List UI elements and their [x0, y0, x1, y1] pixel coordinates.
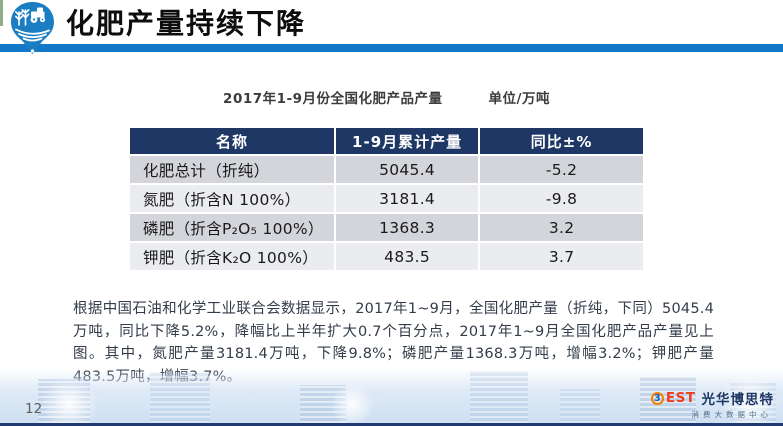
fertilizer-production-table: 名称 1-9月累计产量 同比±% 化肥总计（折纯） 5045.4 -5.2 氮肥… — [128, 126, 645, 272]
logo-subtitle: 消费大数据中心 — [691, 410, 772, 419]
table-header-row: 名称 1-9月累计产量 同比±% — [128, 126, 645, 156]
cityscape-background — [0, 369, 783, 423]
farm-pin-brand-icon — [8, 1, 57, 56]
cell-name: 钾肥（折含K₂O 100%） — [128, 241, 336, 272]
cell-name: 磷肥（折含P₂O₅ 100%） — [128, 212, 336, 243]
column-header-production: 1-9月累计产量 — [333, 126, 481, 156]
cell-production: 5045.4 — [333, 154, 481, 185]
logo-brand-name: 光华博思特 — [701, 392, 774, 408]
cell-yoy: 3.7 — [478, 241, 645, 272]
cell-yoy: -5.2 — [478, 154, 645, 185]
table-caption-row: 2017年1-9月份全国化肥产品产量 单位/万吨 — [128, 87, 645, 107]
cell-yoy: 3.2 — [478, 212, 645, 243]
cell-name: 氮肥（折含N 100%） — [128, 183, 336, 214]
cell-name: 化肥总计（折纯） — [128, 154, 336, 185]
cell-production: 483.5 — [333, 241, 481, 272]
column-header-yoy: 同比±% — [478, 126, 645, 156]
logo-est-text: EST — [665, 390, 696, 406]
bottom-divider-bar — [0, 423, 783, 426]
table-row: 钾肥（折含K₂O 100%） 483.5 3.7 — [128, 241, 645, 272]
edge-accent-strip — [0, 0, 3, 26]
header-divider-bar — [0, 44, 783, 52]
slide-title: 化肥产量持续下降 — [66, 7, 307, 40]
cell-yoy: -9.8 — [478, 183, 645, 214]
cell-production: 3181.4 — [333, 183, 481, 214]
table-row: 化肥总计（折纯） 5045.4 -5.2 — [128, 154, 645, 185]
page-number: 12 — [25, 401, 43, 417]
column-header-name: 名称 — [128, 126, 336, 156]
cell-production: 1368.3 — [333, 212, 481, 243]
logo-badge-icon: 3 — [650, 391, 664, 405]
table-row: 磷肥（折含P₂O₅ 100%） 1368.3 3.2 — [128, 212, 645, 243]
best-brand-logo: 3 EST 光华博思特 消费大数据中心 — [650, 388, 774, 420]
table-caption: 2017年1-9月份全国化肥产品产量 — [223, 91, 443, 107]
table-unit-label: 单位/万吨 — [488, 91, 550, 107]
table-row: 氮肥（折含N 100%） 3181.4 -9.8 — [128, 183, 645, 214]
